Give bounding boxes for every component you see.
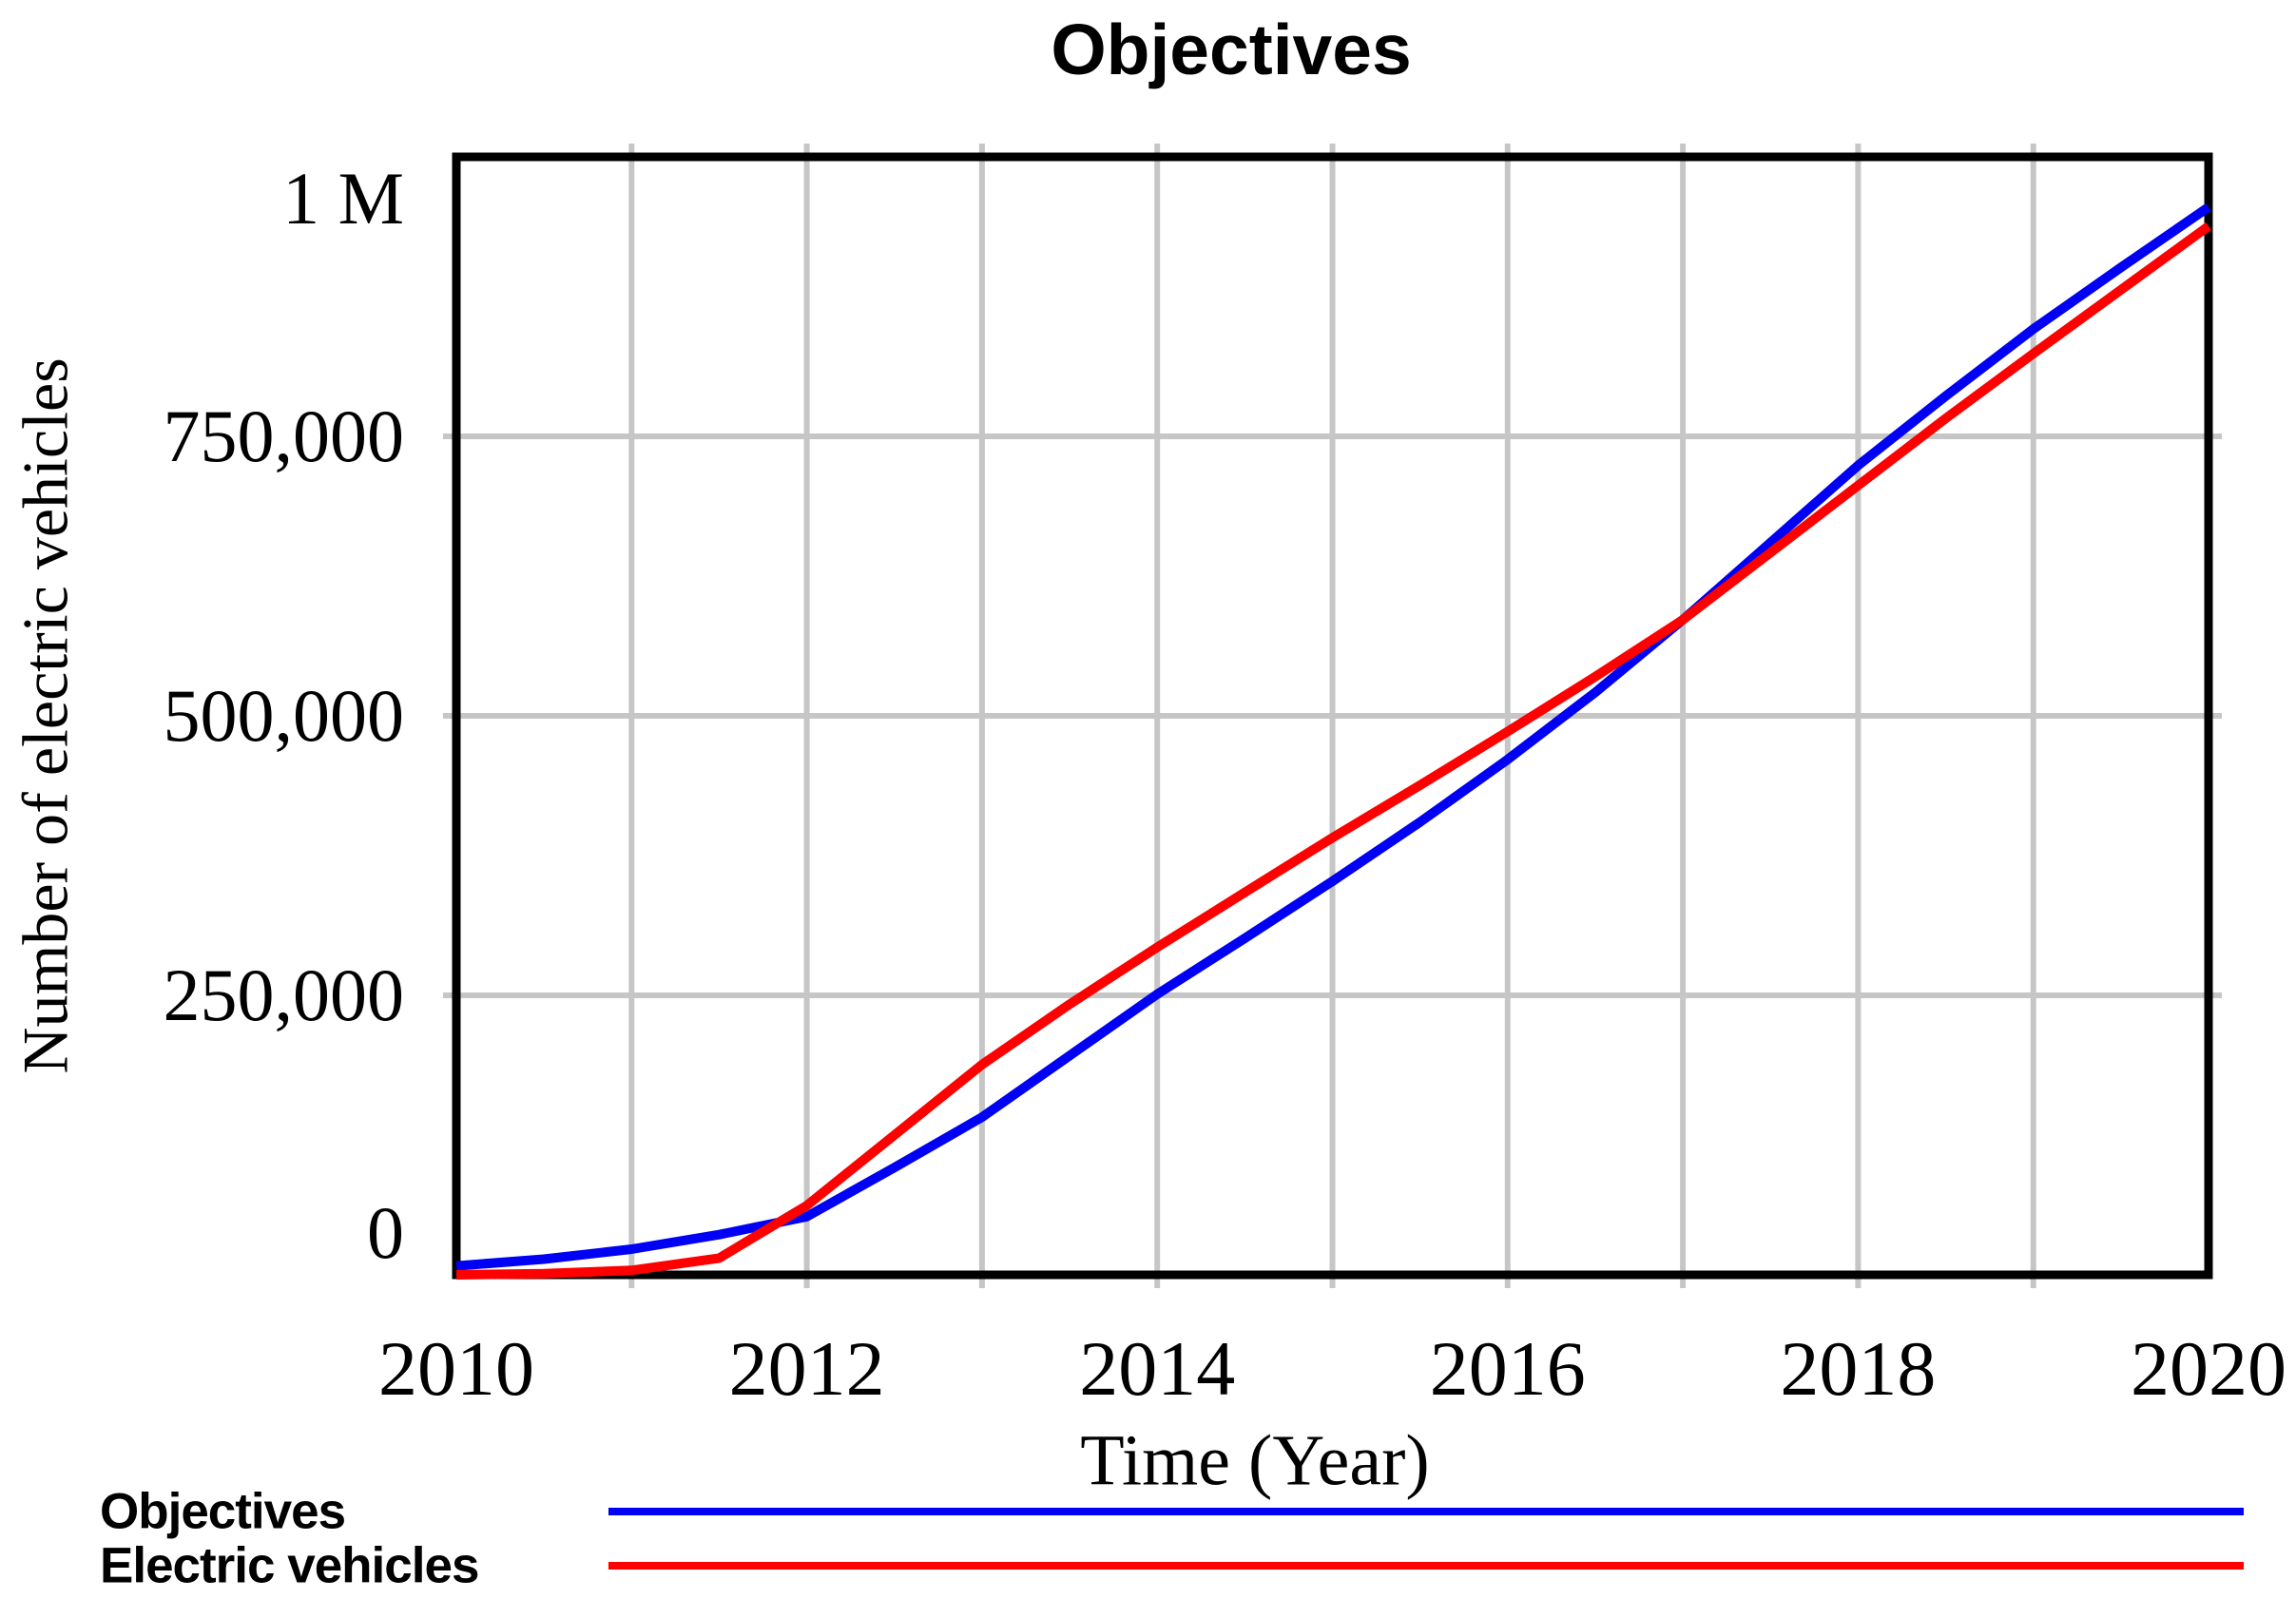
legend-line <box>608 1562 2244 1570</box>
y-tick-label: 1 M <box>282 157 404 240</box>
x-tick-label: 2012 <box>728 1325 885 1412</box>
y-tick-label: 250,000 <box>163 954 405 1036</box>
y-tick-label: 500,000 <box>163 674 405 757</box>
series-line-electric-vehicles <box>455 222 2211 1280</box>
legend-label: Electric vehicles <box>100 1537 479 1594</box>
chart-title: Objectives <box>1051 10 1412 89</box>
x-tick-label: 2014 <box>1079 1325 1236 1412</box>
x-axis-title: Time (Year) <box>1080 1420 1430 1501</box>
x-tick-label: 2018 <box>1780 1325 1937 1412</box>
series-line-objectives <box>455 202 2211 1271</box>
y-tick-label: 750,000 <box>163 395 405 477</box>
x-tick-label: 2010 <box>378 1325 534 1412</box>
legend-line <box>608 1508 2244 1515</box>
legend-label: Objectives <box>100 1483 346 1540</box>
x-tick-label: 2020 <box>2131 1325 2286 1412</box>
x-tick-label: 2016 <box>1429 1325 1586 1412</box>
y-tick-label: 0 <box>367 1191 404 1274</box>
plot-frame <box>452 152 2213 1280</box>
